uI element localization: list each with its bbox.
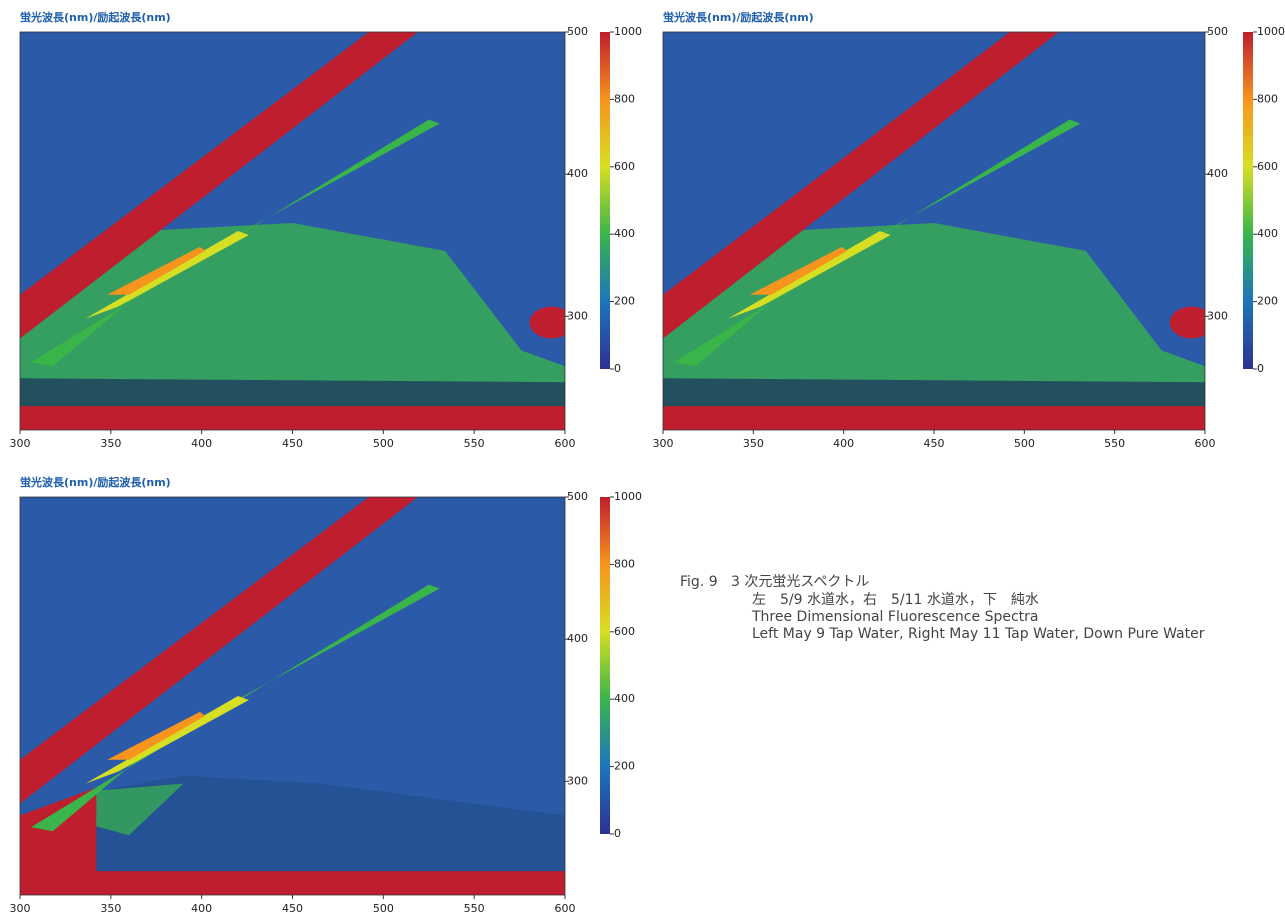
colorbar	[600, 32, 610, 369]
y-tick-label: 400	[567, 632, 588, 645]
x-tick-label: 550	[1104, 437, 1125, 450]
emission-ridge	[749, 246, 848, 295]
x-tick-label: 400	[191, 437, 212, 450]
chart-title: 蛍光波長(nm)/励起波長(nm)	[20, 475, 171, 489]
x-tick-label: 550	[464, 902, 485, 915]
x-tick-label: 450	[282, 437, 303, 450]
emission-ridge	[728, 231, 891, 319]
x-tick-label: 400	[833, 437, 854, 450]
colorbar-tick-label: 600	[1257, 160, 1278, 173]
colorbar-tick-label: 1000	[1257, 25, 1285, 38]
caption-line: Three Dimensional Fluorescence Spectra	[751, 609, 1038, 625]
colorbar-tick-label: 0	[614, 362, 621, 375]
intensity-region	[663, 406, 1205, 430]
chart-title: 蛍光波長(nm)/励起波長(nm)	[663, 10, 814, 24]
colorbar-tick-label: 0	[1257, 362, 1264, 375]
caption-title: 3 次元蛍光スペクトル	[731, 574, 869, 590]
colorbar-tick-label: 200	[614, 760, 635, 773]
y-tick-label: 300	[567, 309, 588, 322]
intensity-region	[20, 787, 97, 895]
colorbar-tick-label: 800	[1257, 92, 1278, 105]
x-tick-label: 350	[100, 902, 121, 915]
y-tick-label: 500	[567, 25, 588, 38]
colorbar-tick-label: 800	[614, 92, 635, 105]
caption-line: Left May 9 Tap Water, Right May 11 Tap W…	[752, 626, 1205, 642]
y-tick-label: 500	[567, 490, 588, 503]
emission-ridge	[107, 711, 206, 760]
x-tick-label: 550	[464, 437, 485, 450]
x-tick-label: 600	[555, 902, 576, 915]
x-tick-label: 450	[924, 437, 945, 450]
colorbar-tick-label: 1000	[614, 490, 642, 503]
scatter-band	[20, 497, 418, 804]
colorbar-tick-label: 800	[614, 557, 635, 570]
x-tick-label: 500	[373, 902, 394, 915]
intensity-region	[85, 783, 184, 836]
x-tick-label: 500	[1014, 437, 1035, 450]
y-tick-label: 300	[567, 774, 588, 787]
colorbar	[1243, 32, 1253, 369]
colorbar-tick-label: 600	[614, 160, 635, 173]
y-tick-label: 400	[1207, 167, 1228, 180]
plot-area	[20, 32, 565, 430]
x-tick-label: 300	[10, 437, 31, 450]
x-tick-label: 300	[653, 437, 674, 450]
caption-line: 左 5/9 水道水，右 5/11 水道水，下 純水	[752, 592, 1039, 608]
emission-ridge	[30, 584, 440, 832]
colorbar-tick-label: 400	[614, 227, 635, 240]
emission-ridge	[85, 696, 249, 784]
emission-ridge	[30, 119, 440, 367]
emission-ridge	[673, 119, 1081, 367]
intensity-region	[529, 306, 565, 339]
colorbar-tick-label: 400	[614, 692, 635, 705]
colorbar-tick-label: 400	[1257, 227, 1278, 240]
plot-area	[20, 497, 565, 895]
plot-area	[663, 32, 1205, 430]
emission-ridge	[107, 246, 206, 295]
x-tick-label: 600	[1195, 437, 1216, 450]
y-tick-label: 400	[567, 167, 588, 180]
colorbar-tick-label: 200	[614, 295, 635, 308]
y-tick-label: 500	[1207, 25, 1228, 38]
emission-ridge	[85, 231, 249, 319]
intensity-region	[74, 775, 565, 895]
colorbar-tick-label: 200	[1257, 295, 1278, 308]
colorbar	[600, 497, 610, 834]
colorbar-tick-label: 1000	[614, 25, 642, 38]
x-tick-label: 400	[191, 902, 212, 915]
x-tick-label: 450	[282, 902, 303, 915]
intensity-region	[20, 406, 565, 430]
x-tick-label: 350	[743, 437, 764, 450]
x-tick-label: 500	[373, 437, 394, 450]
intensity-region	[20, 871, 565, 895]
x-tick-label: 600	[555, 437, 576, 450]
colorbar-tick-label: 0	[614, 827, 621, 840]
scatter-band	[20, 32, 418, 339]
intensity-region	[1169, 306, 1205, 339]
y-tick-label: 300	[1207, 309, 1228, 322]
chart-title: 蛍光波長(nm)/励起波長(nm)	[20, 10, 171, 24]
colorbar-tick-label: 600	[614, 625, 635, 638]
scatter-band	[663, 32, 1059, 339]
caption-figure: Fig. 9	[680, 574, 718, 590]
x-tick-label: 300	[10, 902, 31, 915]
x-tick-label: 350	[100, 437, 121, 450]
